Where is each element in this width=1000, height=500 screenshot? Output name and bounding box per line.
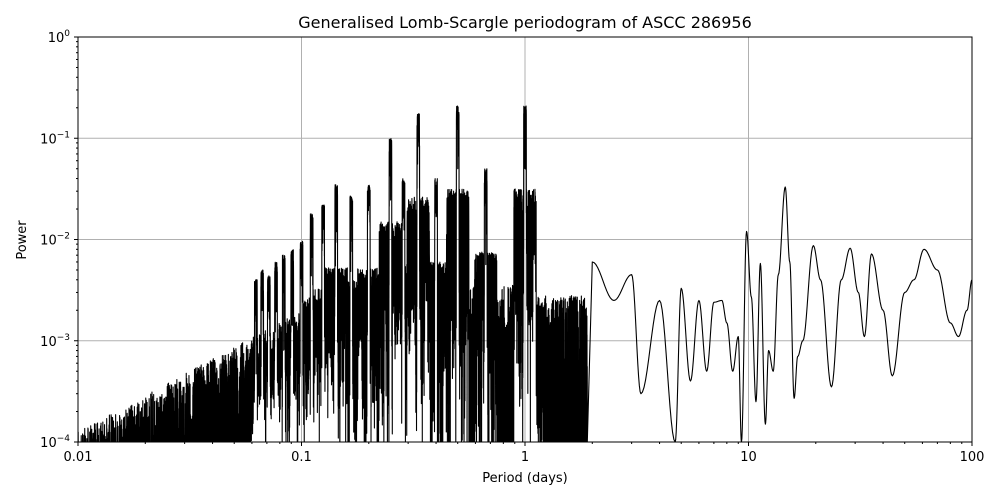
power-series-line — [78, 105, 972, 442]
data-series — [78, 105, 972, 442]
y-tick-base: 10 — [40, 234, 57, 249]
y-tick-base: 10 — [40, 335, 57, 350]
chart-title: Generalised Lomb-Scargle periodogram of … — [298, 13, 752, 32]
x-tick-label: 1 — [521, 450, 529, 465]
x-tick-label: 0.1 — [291, 450, 312, 465]
y-tick-base: 10 — [48, 31, 65, 46]
y-tick-exponent: −2 — [57, 232, 70, 242]
x-axis-label: Period (days) — [482, 471, 568, 486]
x-tick-label: 0.01 — [64, 450, 93, 465]
y-tick-label: 100 — [48, 29, 71, 46]
x-tick-label: 100 — [960, 450, 985, 465]
y-tick-label: 10−4 — [40, 434, 70, 451]
x-axis-ticks: 0.01 0.1 1 10 100 — [64, 442, 985, 465]
y-tick-base: 10 — [40, 132, 57, 147]
y-tick-label: 10−1 — [40, 130, 70, 147]
y-tick-exponent: −4 — [57, 434, 71, 444]
y-axis-label: Power — [15, 220, 30, 260]
y-tick-label: 10−3 — [40, 333, 70, 350]
y-tick-exponent: −3 — [57, 333, 70, 343]
y-tick-label: 10−2 — [40, 232, 70, 249]
y-tick-exponent: −1 — [57, 130, 70, 140]
y-tick-exponent: 0 — [64, 29, 70, 39]
y-tick-base: 10 — [40, 436, 57, 451]
x-tick-label: 10 — [740, 450, 757, 465]
